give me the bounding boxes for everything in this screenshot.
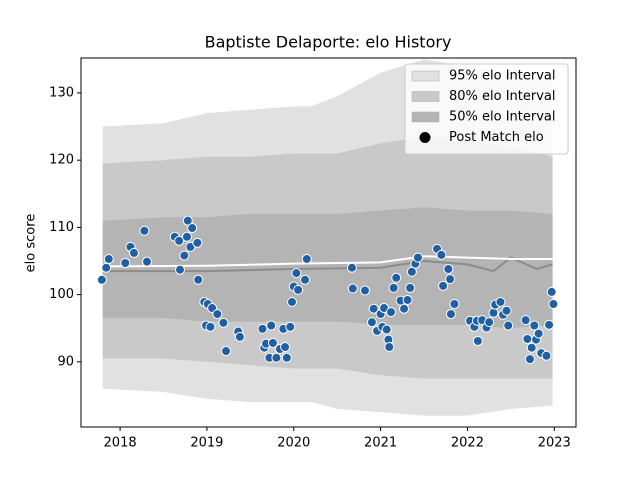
data-point — [495, 296, 506, 307]
y-axis-label: elo score — [24, 214, 39, 273]
data-point — [359, 285, 370, 296]
data-point — [503, 320, 514, 331]
data-point — [205, 321, 216, 332]
data-point — [388, 282, 399, 293]
plot-frame — [80, 57, 577, 428]
x-tick-label: 2023 — [538, 436, 571, 451]
data-point — [443, 264, 454, 275]
data-point — [366, 317, 377, 328]
data-point — [529, 320, 540, 331]
chart-title: Baptiste Delaporte: elo History — [205, 33, 452, 52]
legend-label: 50% elo Interval — [449, 110, 556, 125]
legend-swatch — [411, 111, 440, 123]
data-point — [234, 331, 245, 342]
data-point — [96, 274, 107, 285]
data-point — [287, 296, 298, 307]
data-point — [267, 337, 278, 348]
data-point — [293, 284, 304, 295]
x-tick-label: 2020 — [277, 436, 310, 451]
data-point — [212, 309, 223, 320]
data-point — [281, 352, 292, 363]
x-tick-label: 2021 — [364, 436, 397, 451]
data-point — [175, 264, 185, 275]
data-point — [300, 274, 311, 285]
data-point — [402, 294, 413, 305]
data-point — [522, 333, 533, 344]
data-point — [384, 342, 395, 353]
y-tick-label: 120 — [49, 153, 74, 168]
data-point — [221, 346, 232, 357]
x-tick-label: 2022 — [451, 436, 484, 451]
data-point — [405, 282, 416, 293]
data-point — [174, 235, 185, 246]
data-point — [541, 350, 552, 361]
data-point — [218, 317, 229, 328]
data-point — [301, 253, 312, 264]
data-point — [445, 274, 456, 285]
data-point — [103, 253, 114, 264]
data-point — [128, 247, 139, 258]
data-point — [548, 299, 559, 309]
data-point — [193, 274, 204, 285]
legend-box — [404, 63, 569, 155]
data-point — [436, 249, 447, 260]
data-point — [280, 342, 291, 353]
data-point — [472, 335, 483, 346]
data-point — [412, 252, 423, 263]
data-point — [120, 258, 131, 268]
data-point — [368, 303, 379, 314]
y-tick-label: 90 — [57, 354, 74, 369]
data-point — [488, 307, 499, 318]
legend-label: Post Match elo — [449, 130, 544, 145]
data-point — [546, 286, 557, 297]
data-point — [192, 237, 203, 248]
data-point — [501, 305, 512, 316]
legend-label: 80% elo Interval — [449, 89, 556, 104]
data-point — [526, 342, 537, 353]
data-point — [445, 309, 456, 320]
elo-line — [102, 256, 553, 273]
data-point — [449, 299, 460, 309]
x-tick-label: 2019 — [190, 436, 223, 451]
data-point — [346, 262, 357, 273]
data-point — [182, 215, 193, 226]
legend-marker — [419, 132, 431, 143]
data-point — [139, 225, 150, 236]
y-tick-label: 130 — [49, 85, 74, 100]
data-point — [142, 256, 152, 267]
data-point — [544, 319, 555, 330]
data-point — [399, 303, 410, 314]
y-tick-label: 110 — [49, 220, 74, 235]
data-point — [347, 283, 358, 294]
data-point — [381, 324, 392, 335]
data-point — [257, 323, 268, 334]
data-point — [285, 321, 296, 332]
legend-label: 95% elo Interval — [449, 69, 556, 84]
data-point — [386, 307, 397, 318]
legend-swatch — [411, 70, 440, 82]
data-point — [291, 268, 302, 279]
data-point — [271, 352, 282, 363]
data-point — [520, 315, 531, 326]
y-tick-label: 100 — [49, 287, 74, 302]
data-point — [533, 328, 544, 339]
data-point — [266, 320, 277, 331]
data-point — [187, 223, 198, 234]
data-point — [484, 317, 495, 328]
data-point — [181, 231, 192, 242]
data-point — [524, 354, 535, 365]
data-point — [179, 250, 190, 261]
data-point — [438, 280, 449, 291]
legend-swatch — [411, 91, 440, 102]
x-tick-label: 2018 — [104, 436, 137, 451]
data-point — [101, 262, 112, 273]
elo-line — [102, 255, 553, 268]
data-point — [391, 272, 402, 283]
